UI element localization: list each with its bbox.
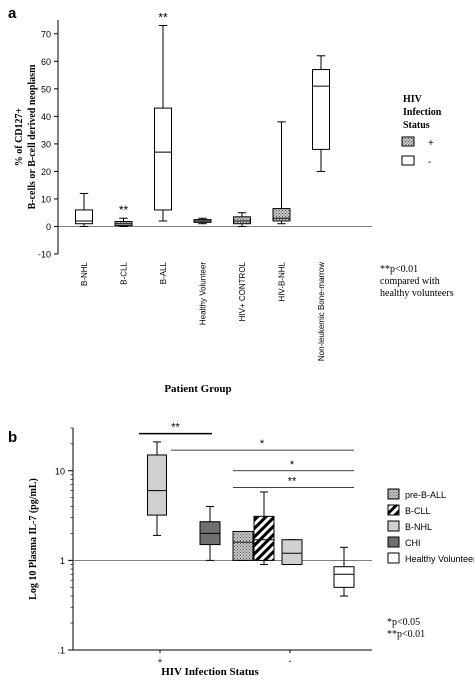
x-tick-label: Non-leukemic Bone-marrow bbox=[317, 262, 326, 361]
y-tick-label: 0 bbox=[46, 222, 51, 232]
y-tick-label: 60 bbox=[41, 57, 51, 67]
x-tick-label: HIV+ CONTROL bbox=[238, 261, 247, 321]
box-iqr bbox=[312, 69, 330, 150]
y-axis-label-text: % of CD127+ B-cells or B-cell derived neo… bbox=[14, 64, 38, 209]
y-tick-label: .1 bbox=[57, 646, 65, 656]
panel-a-annotations: ** ** bbox=[119, 11, 168, 218]
box-neg-b-nhl bbox=[281, 539, 303, 565]
panel-a-chart: a % of CD127+ B-cells or B-cell derived n… bbox=[8, 5, 454, 395]
legend-title-line: HIV bbox=[403, 94, 423, 105]
y-tick-label: -10 bbox=[38, 250, 51, 260]
box-iqr bbox=[233, 216, 251, 225]
box-iqr bbox=[272, 208, 291, 222]
legend-title-line: Status bbox=[403, 120, 430, 131]
box-iqr bbox=[333, 566, 355, 588]
box-b-all bbox=[154, 25, 172, 222]
y-tick-label: 50 bbox=[41, 84, 51, 94]
panel-a-letter: a bbox=[8, 5, 17, 22]
significance-mark: ** bbox=[158, 11, 168, 25]
y-tick-label: 30 bbox=[41, 139, 51, 149]
legend-label: pre-B-ALL bbox=[405, 490, 446, 500]
box-neg-healthy-volunteer bbox=[333, 546, 355, 597]
box-neg-b-cll bbox=[253, 491, 275, 565]
panel-b-y-axis-label: Log 10 Plasma IL-7 (pg/mL) bbox=[28, 478, 39, 600]
box-iqr bbox=[281, 539, 303, 565]
bracket-mark: * bbox=[290, 459, 295, 471]
legend-label: + bbox=[428, 138, 434, 149]
legend-label: CHI bbox=[405, 538, 421, 548]
legend-swatch bbox=[387, 488, 400, 500]
y-axis-label-line: B-cells or B-cell derived neoplasm bbox=[27, 64, 38, 209]
legend-label: Healthy Volunteer bbox=[405, 554, 474, 564]
x-tick-label: + bbox=[157, 656, 162, 666]
y-axis-label-line: % of CD127+ bbox=[14, 107, 25, 166]
x-tick-label: HIV-B-NHL bbox=[278, 261, 287, 301]
panel-b-letter: b bbox=[8, 429, 17, 446]
panel-b-significance-brackets: ****** bbox=[139, 422, 354, 488]
box-iqr bbox=[147, 454, 167, 516]
box-neg-pre-b-all bbox=[232, 531, 254, 561]
y-tick-label: 10 bbox=[55, 466, 65, 476]
y-tick-label: 70 bbox=[41, 29, 51, 39]
box-iqr bbox=[253, 515, 275, 561]
box-hiv-control bbox=[233, 212, 251, 227]
legend-label: - bbox=[428, 157, 431, 168]
panel-b-legend: pre-B-ALL B-CLL B-NHL CHI Healthy Volunteer bbox=[387, 488, 474, 564]
box-pos-chi bbox=[199, 505, 221, 561]
y-tick-label: 40 bbox=[41, 112, 51, 122]
x-tick-label: B-ALL bbox=[159, 261, 168, 284]
box-healthy-volunteer bbox=[193, 217, 212, 225]
panel-b-boxes bbox=[147, 441, 355, 597]
box-non-leukemic-bone-marrow bbox=[312, 55, 330, 172]
note-line: **p<0.01 bbox=[387, 629, 425, 640]
box-b-cll bbox=[114, 217, 133, 227]
panel-b-x-axis-label: HIV Infection Status bbox=[161, 666, 259, 678]
bracket-mark: * bbox=[260, 438, 265, 450]
box-iqr bbox=[75, 209, 93, 225]
panel-a-legend: HIV Infection Status + - bbox=[401, 94, 442, 168]
box-iqr bbox=[232, 531, 254, 561]
box-b-nhl bbox=[75, 192, 93, 227]
legend-label: B-NHL bbox=[405, 522, 432, 532]
panel-a-y-axis-label: % of CD127+ B-cells or B-cell derived neo… bbox=[14, 64, 38, 209]
legend-swatch bbox=[387, 520, 400, 532]
panel-b-y-ticks: .1 1 10 bbox=[55, 427, 372, 656]
y-tick-label: 10 bbox=[41, 194, 51, 204]
legend-title-line: Infection bbox=[403, 107, 442, 118]
y-tick-label: 20 bbox=[41, 167, 51, 177]
note-line: **p<0.01 bbox=[380, 264, 418, 275]
bracket-mark: ** bbox=[171, 422, 180, 434]
panel-b-x-tick-labels: + - bbox=[157, 650, 292, 666]
panel-a-x-tick-labels: B-NHL B-CLL B-ALL Healthy Volunteer HIV+ CON… bbox=[80, 261, 326, 361]
x-tick-label: B-NHL bbox=[80, 261, 89, 286]
box-iqr bbox=[154, 107, 172, 211]
legend-label: B-CLL bbox=[405, 506, 431, 516]
x-tick-label: Healthy Volunteer bbox=[199, 262, 208, 325]
legend-swatch bbox=[387, 536, 400, 548]
legend-swatch bbox=[387, 552, 400, 564]
note-line: compared with bbox=[380, 276, 440, 287]
x-tick-label: - bbox=[289, 656, 292, 666]
box-hiv-b-nhl bbox=[272, 121, 291, 225]
note-line: healthy volunteers bbox=[380, 288, 454, 299]
panel-b-significance-note: *p<0.05**p<0.01 bbox=[387, 617, 425, 640]
legend-swatch bbox=[387, 504, 400, 516]
bracket-mark: ** bbox=[288, 476, 297, 488]
legend-swatch bbox=[401, 136, 415, 147]
panel-a-x-axis-label: Patient Group bbox=[164, 383, 231, 395]
panel-a-boxes bbox=[75, 25, 330, 227]
note-line: *p<0.05 bbox=[387, 617, 420, 628]
panel-a-y-ticks: -10 0 10 20 30 40 50 60 70 bbox=[38, 20, 372, 260]
y-tick-label: 1 bbox=[60, 556, 65, 566]
box-pos-pre-b-all bbox=[147, 441, 167, 536]
significance-mark: ** bbox=[119, 203, 129, 217]
x-tick-label: B-CLL bbox=[120, 261, 129, 284]
legend-swatch bbox=[401, 155, 415, 166]
